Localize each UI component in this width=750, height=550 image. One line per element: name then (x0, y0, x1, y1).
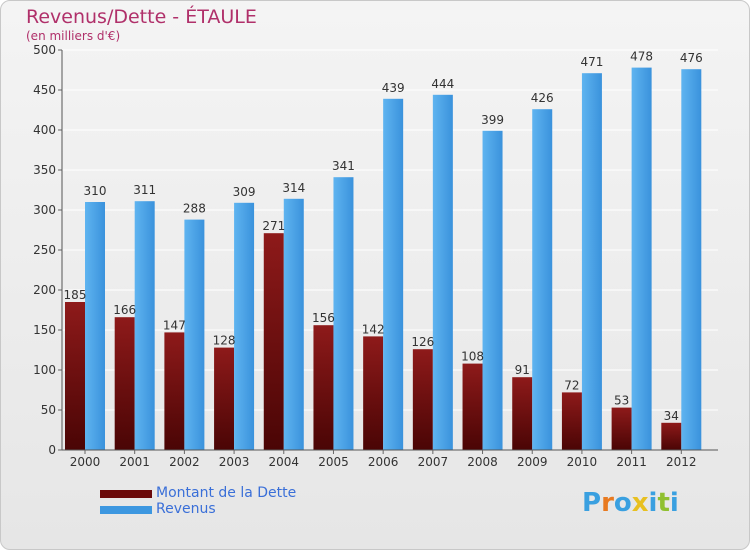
data-label-revenus: 476 (680, 51, 703, 65)
bar-dette (512, 377, 533, 450)
bars (65, 67, 702, 451)
bar-dette (263, 233, 284, 450)
data-label-dette: 126 (411, 335, 434, 349)
x-tick-label: 2001 (119, 455, 150, 469)
y-tick-label: 350 (33, 163, 56, 177)
bar-dette (363, 336, 384, 450)
y-tick-label: 250 (33, 243, 56, 257)
data-label-dette: 108 (461, 350, 484, 364)
logo-letter: x (631, 488, 649, 518)
x-tick-label: 2003 (219, 455, 250, 469)
data-label-dette: 156 (312, 311, 335, 325)
chart-subtitle: (en milliers d'€) (26, 29, 121, 43)
logo-letter: i (669, 488, 679, 518)
bar-revenus (134, 201, 155, 450)
data-label-revenus: 341 (332, 159, 355, 173)
data-label-revenus: 426 (531, 91, 554, 105)
proxiti-logo: Proxiti (582, 488, 679, 518)
x-tick-label: 2008 (467, 455, 498, 469)
y-tick-label: 100 (33, 363, 56, 377)
y-tick-label: 150 (33, 323, 56, 337)
bar-revenus (681, 69, 702, 450)
legend-label-revenus: Revenus (156, 501, 216, 517)
bar-dette (65, 302, 85, 450)
bar-dette (561, 392, 582, 450)
bar-revenus (234, 202, 255, 450)
data-label-revenus: 439 (382, 81, 405, 95)
data-label-dette: 128 (213, 334, 236, 348)
bar-revenus (283, 198, 304, 450)
x-tick-label: 2002 (169, 455, 200, 469)
legend-label-debt: Montant de la Dette (156, 485, 297, 501)
data-label-revenus: 314 (282, 181, 305, 195)
data-label-dette: 34 (664, 409, 679, 423)
data-label-revenus: 444 (431, 77, 454, 91)
y-tick-label: 400 (33, 123, 56, 137)
data-label-dette: 53 (614, 394, 629, 408)
data-label-revenus: 471 (580, 55, 603, 69)
data-label-dette: 271 (262, 219, 285, 233)
y-tick-label: 200 (33, 283, 56, 297)
data-label-revenus: 288 (183, 202, 206, 216)
data-label-dette: 142 (362, 322, 385, 336)
bar-dette (462, 363, 483, 450)
x-tick-label: 2007 (418, 455, 449, 469)
y-tick-label: 50 (41, 403, 56, 417)
x-tick-label: 2004 (268, 455, 299, 469)
logo-letter: t (657, 488, 670, 518)
data-label-revenus: 311 (133, 183, 156, 197)
logo-letter: P (582, 488, 602, 518)
bar-revenus (333, 177, 354, 450)
data-label-dette: 185 (64, 288, 87, 302)
x-tick-label: 2011 (616, 455, 647, 469)
bar-revenus (482, 130, 503, 451)
bar-revenus (532, 109, 553, 450)
x-tick-label: 2005 (318, 455, 349, 469)
data-label-revenus: 478 (630, 50, 653, 64)
bar-dette (661, 422, 682, 450)
logo-letter: o (613, 488, 632, 518)
bar-revenus (432, 94, 453, 451)
data-labels: 185 310 166 311 147 288 128 309 271 314 156 341 142 4… (64, 50, 703, 423)
y-tick-label: 300 (33, 203, 56, 217)
y-tick-label: 450 (33, 83, 56, 97)
data-label-revenus: 399 (481, 113, 504, 127)
bar-revenus (184, 219, 205, 450)
legend-swatch-revenus (100, 506, 152, 514)
bar-dette (114, 317, 135, 450)
logo-letter: r (601, 488, 614, 518)
bar-revenus (581, 73, 602, 450)
bar-dette (164, 332, 185, 450)
logo-letter: i (648, 488, 658, 518)
x-tick-label: 2006 (368, 455, 399, 469)
chart-title: Revenus/Dette - ÉTAULE (26, 6, 257, 28)
legend-swatch-debt (100, 490, 152, 498)
x-tick-label: 2010 (567, 455, 598, 469)
data-label-dette: 91 (515, 363, 530, 377)
bar-revenus (631, 67, 652, 450)
bar-revenus (383, 98, 404, 451)
y-tick-label: 500 (33, 43, 56, 57)
bar-dette (214, 347, 235, 450)
axes: 0 50 100 150 200 250 300 350 400 450 500 2000 2001 20… (33, 43, 718, 469)
data-label-dette: 147 (163, 318, 186, 332)
bar-dette (412, 349, 433, 450)
bar-dette (313, 325, 334, 450)
data-label-dette: 166 (113, 303, 136, 317)
y-tick-label: 0 (48, 443, 56, 457)
data-label-revenus: 310 (84, 184, 107, 198)
bar-revenus (85, 202, 105, 450)
x-tick-label: 2009 (517, 455, 548, 469)
bar-dette (611, 407, 632, 450)
x-tick-label: 2012 (666, 455, 697, 469)
data-label-revenus: 309 (233, 185, 256, 199)
x-tick-label: 2000 (70, 455, 101, 469)
data-label-dette: 72 (564, 378, 579, 392)
